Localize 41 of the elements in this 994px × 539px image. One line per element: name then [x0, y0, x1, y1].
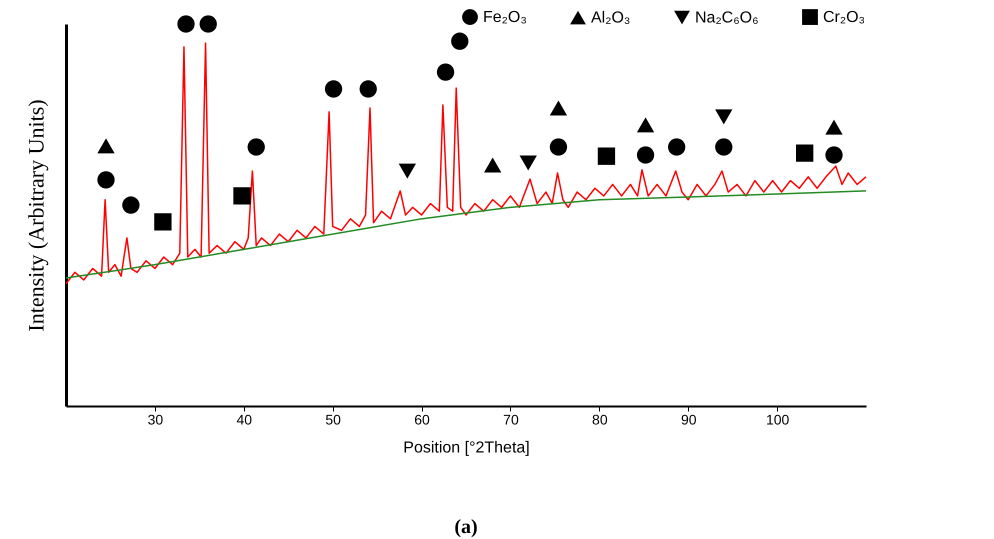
point — [715, 109, 732, 124]
point — [636, 117, 654, 132]
point — [715, 138, 732, 156]
x-tick-label: 60 — [414, 412, 430, 428]
point — [154, 213, 172, 231]
point — [520, 156, 537, 171]
point — [97, 171, 115, 188]
point — [177, 15, 195, 33]
x-tick-label: 40 — [236, 412, 252, 428]
point — [97, 138, 115, 154]
legend-label: Cr₂O₃ — [823, 9, 866, 26]
text: (a) — [454, 516, 478, 538]
point — [248, 138, 265, 156]
point — [598, 148, 616, 165]
point — [398, 164, 416, 179]
legend-label: Fe₂O₃ — [483, 9, 527, 26]
point — [668, 138, 686, 156]
x-tick-label: 70 — [503, 412, 519, 428]
y-axis-title: Intensity (Arbitrary Units) — [24, 99, 48, 332]
point — [825, 146, 843, 164]
x-tick-label: 50 — [325, 412, 342, 428]
point — [796, 144, 814, 162]
legend-label: Al₂O₃ — [591, 10, 630, 27]
point — [436, 63, 454, 81]
point — [233, 187, 251, 205]
point — [550, 100, 568, 116]
x-axis-title: Position [°2Theta] — [403, 440, 530, 456]
legend-label: Na₂C₆O₆ — [695, 10, 759, 27]
x-tick-label: 100 — [766, 412, 790, 428]
point — [825, 120, 843, 135]
x-tick-label: 80 — [592, 412, 608, 428]
x-tick-label: 90 — [680, 412, 697, 428]
point — [550, 138, 568, 156]
point — [360, 80, 377, 98]
point — [451, 32, 468, 50]
point — [484, 157, 502, 172]
point — [324, 80, 342, 98]
x-tick-label: 30 — [148, 412, 164, 428]
point — [122, 196, 140, 214]
point — [200, 15, 217, 33]
point — [636, 146, 654, 164]
